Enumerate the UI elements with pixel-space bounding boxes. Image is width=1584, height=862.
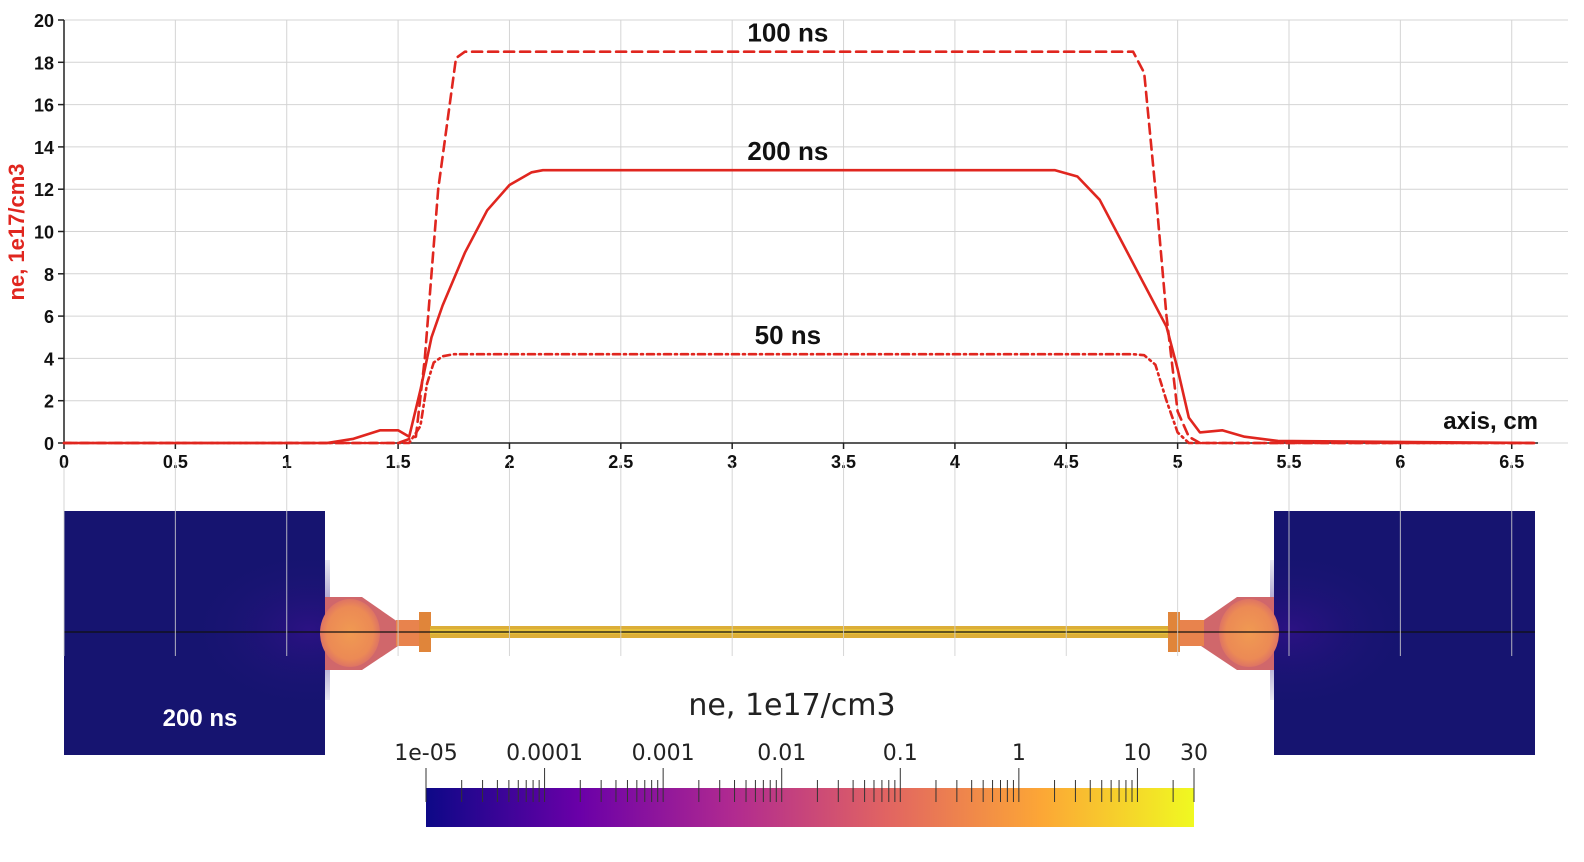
colorbar-tick-label: 0.0001 (506, 741, 583, 766)
colorbar-tick-label: 1 (1012, 741, 1026, 766)
left-neck (396, 620, 420, 646)
series-line (62, 352, 1536, 445)
y-tick-label: 14 (34, 138, 54, 158)
colorbar-tick-label: 0.001 (632, 741, 695, 766)
colorbar-tick-label: 1e-05 (394, 741, 457, 766)
time-label: 200 ns (163, 705, 238, 732)
left-nozzle-core (320, 599, 380, 667)
series-label: 200 ns (747, 136, 828, 166)
colorbar-tick-label: 0.01 (757, 741, 806, 766)
colorbar-tick-label: 30 (1180, 741, 1208, 766)
y-tick-label: 20 (34, 11, 54, 31)
series-line (62, 50, 1536, 445)
y-tick-label: 18 (34, 53, 54, 73)
y-tick-label: 4 (44, 349, 54, 369)
y-axis-label: ne, 1e17/cm3 (4, 164, 29, 301)
map-gridlines (63, 462, 1513, 656)
colorbar-title: ne, 1e17/cm3 (688, 688, 896, 723)
colorbar-tick-label: 0.1 (883, 741, 918, 766)
right-chamber-glow (1270, 560, 1480, 700)
colorbar: 1e-05 0.0001 0.001 0.01 0.1 1 10 30 (394, 741, 1208, 827)
series-label: 50 ns (755, 320, 822, 350)
y-tick-label: 8 (44, 265, 54, 285)
y-tick-label: 12 (34, 180, 54, 200)
series-label: 100 ns (747, 18, 828, 48)
y-tick-label: 2 (44, 392, 54, 412)
left-chamber-glow (120, 560, 330, 700)
y-tick-label: 6 (44, 307, 54, 327)
colorbar-tick-label: 10 (1123, 741, 1151, 766)
x-axis-label: axis, cm (1443, 408, 1538, 435)
field-map (64, 511, 1535, 755)
right-nozzle-core (1219, 599, 1279, 667)
y-tick-label: 0 (44, 434, 54, 454)
plot-gridlines (63, 19, 1568, 444)
y-tick-label: 10 (34, 223, 54, 243)
plot-series: 100 ns 200 ns 50 ns (62, 18, 1536, 445)
colorbar-ticks: 1e-05 0.0001 0.001 0.01 0.1 1 10 30 (394, 741, 1208, 802)
right-neck (1180, 620, 1204, 646)
series-line (62, 168, 1536, 445)
y-tick-label: 16 (34, 96, 54, 116)
colorbar-gradient (426, 788, 1194, 827)
